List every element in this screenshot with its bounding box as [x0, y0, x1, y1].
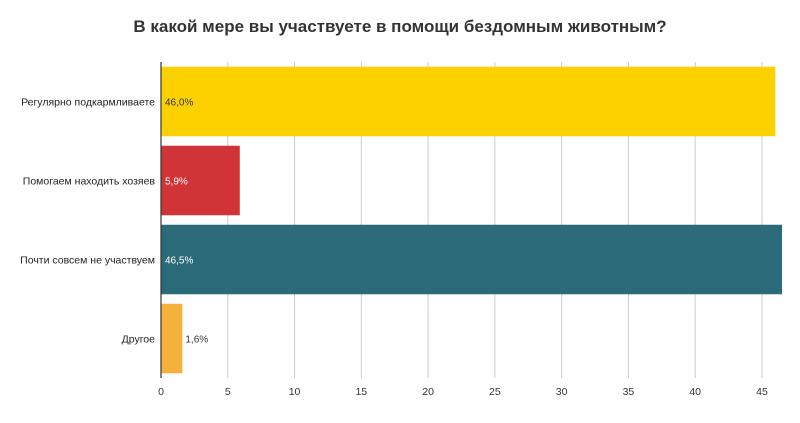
x-tick-label: 35: [623, 386, 635, 398]
bar: [161, 224, 782, 295]
data-label: 46,0%: [165, 98, 193, 109]
data-label: 46,5%: [165, 256, 193, 267]
data-label: 5,9%: [165, 177, 188, 188]
x-tick-label: 40: [689, 386, 701, 398]
x-tick-label: 45: [756, 386, 768, 398]
category-label: Почти совсем не участвуем: [20, 255, 155, 267]
bar: [161, 145, 240, 216]
bar: [161, 303, 183, 374]
x-tick-label: 30: [556, 386, 568, 398]
x-tick-label: 25: [489, 386, 501, 398]
x-tick-label: 0: [158, 386, 164, 398]
category-label: Другое: [122, 334, 156, 346]
category-label: Помогаем находить хозяев: [23, 176, 156, 188]
chart-title: В какой мере вы участвуете в помощи безд…: [133, 17, 667, 36]
x-tick-label: 20: [422, 386, 434, 398]
x-tick-label: 10: [289, 386, 301, 398]
data-label: 1,6%: [185, 335, 208, 346]
category-label: Регулярно подкармливаете: [21, 97, 155, 109]
bar: [161, 66, 776, 137]
x-tick-label: 15: [355, 386, 367, 398]
x-tick-label: 5: [225, 386, 231, 398]
